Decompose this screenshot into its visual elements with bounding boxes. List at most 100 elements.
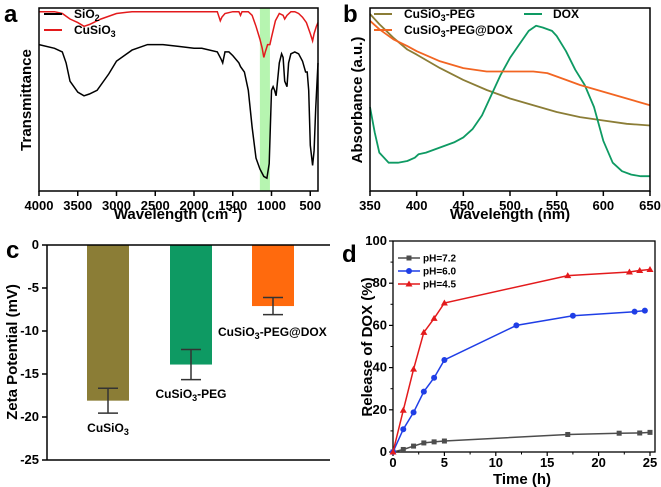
x-tick-label-b: 500	[499, 198, 521, 213]
x-tick-label-b: 400	[406, 198, 428, 213]
x-tick-label-a: 2000	[180, 198, 209, 213]
series-line-cusio3	[39, 10, 319, 58]
x-tick-label-a: 2500	[141, 198, 170, 213]
series-line-ph-4-5	[392, 268, 651, 453]
error-bar-cusio3-peg-dox	[263, 296, 283, 316]
data-point	[625, 268, 633, 275]
legend-marker-ph-4-5	[405, 280, 413, 287]
data-point	[420, 328, 428, 335]
x-tick-label-d: 10	[489, 455, 503, 470]
panel-letter-c: c	[6, 237, 19, 264]
data-point	[441, 438, 447, 444]
data-point	[389, 448, 397, 455]
legend-b: CuSiO3-PEG DOX CuSiO3-PEG@DOX	[374, 7, 579, 39]
series-line-sio2	[38, 43, 319, 180]
x-tick-label-a: 3500	[63, 198, 92, 213]
x-tick-label-d: 0	[389, 455, 396, 470]
x-tick-label-d: 25	[643, 455, 657, 470]
data-point	[410, 365, 418, 372]
data-point	[636, 267, 644, 274]
y-tick-label-c: -5	[27, 280, 39, 295]
legend-label-ph-6-0: pH=6.0	[423, 267, 457, 278]
panel-letter-b: b	[343, 1, 358, 28]
x-tick-label-a: 3000	[102, 198, 131, 213]
data-point	[440, 299, 448, 306]
y-axis-label-a: Transmittance	[18, 49, 35, 151]
x-tick-label-b: 350	[359, 198, 381, 213]
data-point	[421, 440, 427, 446]
bar-cusio3-peg-dox	[252, 245, 294, 307]
y-tick-label-d: 80	[373, 275, 387, 290]
x-tick-label-d: 20	[591, 455, 605, 470]
x-tick-label-b: 650	[639, 198, 661, 213]
panel-b: 350 400 450 500 550 600 650 b Wavelength (nm) …	[343, 1, 661, 223]
y-tick-label-c: 0	[32, 237, 39, 252]
y-axis-label-c: Zeta Potential (mV)	[4, 284, 21, 420]
category-label-cusio3-peg: CuSiO3-PEG	[155, 387, 226, 403]
x-axis-label-d: Time (h)	[493, 471, 551, 487]
data-point	[569, 312, 576, 319]
panel-d: 0 5 10 15 20 25 0 20 40 60 80 100 d Time (h) Releas…	[342, 233, 657, 487]
data-point	[647, 429, 653, 435]
data-point	[513, 322, 520, 329]
series-ph-7-2	[390, 429, 653, 455]
category-label-cusio3: CuSiO3	[87, 421, 129, 437]
y-axis-label-b: Absorbance (a.u.)	[349, 37, 366, 164]
data-point	[411, 443, 417, 449]
y-tick-label-d: 40	[373, 360, 387, 375]
y-tick-label-d: 20	[373, 402, 387, 417]
bar-cusio3-peg	[170, 245, 212, 365]
error-bar-cusio3	[98, 387, 118, 414]
data-point	[441, 357, 448, 364]
legend-label-cusio3-peg-dox: CuSiO3-PEG@DOX	[404, 23, 513, 39]
data-point	[431, 439, 437, 445]
legend-marker-ph-7-2	[406, 255, 412, 261]
x-tick-label-a: 1000	[257, 198, 286, 213]
data-point	[420, 388, 427, 395]
highlight-band	[259, 8, 270, 191]
x-axis-label-a: Wavelength (cm-1)	[114, 205, 242, 223]
y-tick-label-c: -25	[20, 452, 39, 467]
x-tick-label-a: 4000	[25, 198, 54, 213]
x-tick-label-d: 15	[540, 455, 554, 470]
data-point	[641, 307, 648, 314]
x-tick-label-b: 550	[546, 198, 568, 213]
data-point	[410, 409, 417, 416]
legend-label-ph-4-5: pH=4.5	[423, 280, 457, 291]
series-ph-4-5	[389, 265, 654, 455]
legend-label-sio2: SiO2	[74, 7, 100, 23]
panel-c: 0 -5 -10 -15 -20 -25 c Zeta Potential (mV) Cu…	[4, 237, 330, 467]
panel-a: 4000 3500 3000 2500 2000 1500 1000 500 a Wavele…	[4, 1, 321, 223]
bar-cusio3	[87, 245, 129, 401]
y-tick-label-d: 0	[380, 444, 387, 459]
panel-a-frame	[38, 7, 319, 192]
data-point	[631, 308, 638, 315]
legend-label-cusio3-peg: CuSiO3-PEG	[404, 7, 475, 23]
y-axis-label-d: Release of DOX (%)	[359, 277, 376, 416]
legend-label-dox: DOX	[553, 7, 579, 21]
y-tick-label-c: -15	[20, 366, 39, 381]
data-point	[637, 430, 643, 436]
panel-letter-d: d	[342, 241, 357, 268]
data-point	[564, 272, 572, 279]
y-tick-label-d: 60	[373, 317, 387, 332]
error-bar-cusio3-peg	[181, 348, 201, 381]
legend-marker-ph-6-0	[406, 268, 412, 274]
data-point	[430, 314, 438, 321]
panel-letter-a: a	[4, 1, 18, 28]
data-point	[616, 430, 622, 436]
legend-d: pH=7.2 pH=6.0 pH=4.5	[398, 254, 457, 291]
x-tick-label-b: 450	[452, 198, 474, 213]
x-tick-label-b: 600	[592, 198, 614, 213]
data-point	[399, 406, 407, 413]
data-point	[565, 431, 571, 437]
legend-a: SiO2 CuSiO3	[44, 7, 116, 39]
data-point	[400, 426, 407, 433]
x-tick-label-d: 5	[441, 455, 448, 470]
series-line-ph-6-0	[392, 309, 645, 453]
data-point	[431, 374, 438, 381]
data-point	[400, 446, 406, 452]
x-axis-label-b: Wavelength (nm)	[450, 206, 570, 223]
series-line-ph-7-2	[392, 431, 651, 453]
